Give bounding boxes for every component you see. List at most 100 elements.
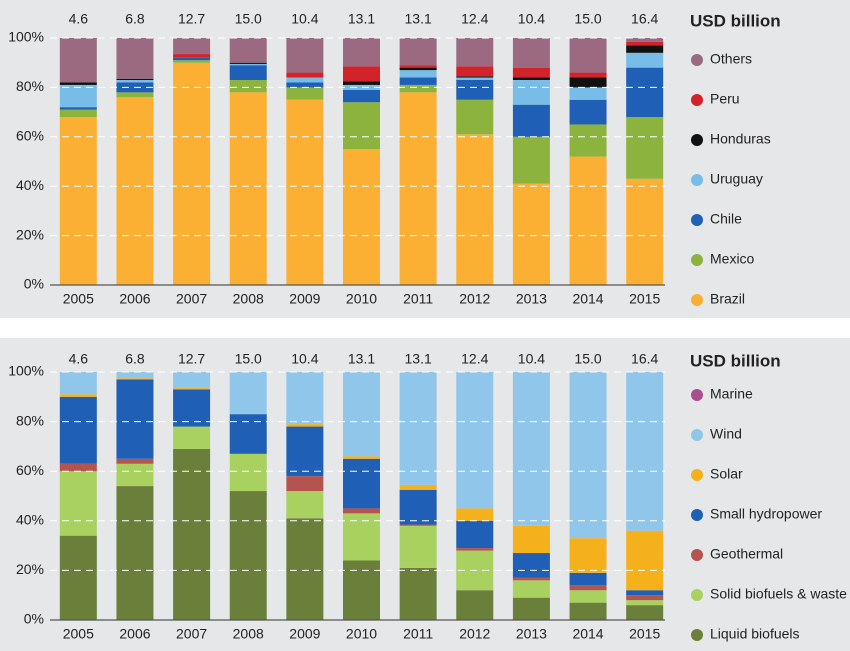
- legend-label: Wind: [710, 426, 742, 442]
- legend-label: Solar: [710, 466, 743, 482]
- bar-segment: [116, 79, 154, 83]
- bar-total-label: 6.8: [125, 351, 145, 367]
- legend-swatch: [691, 509, 703, 521]
- bar-segment: [343, 84, 380, 90]
- bar-segment: [626, 605, 664, 620]
- bar-segment: [569, 124, 607, 157]
- bar-segment: [569, 99, 607, 125]
- bar-segment: [626, 52, 664, 68]
- legend-label: Brazil: [710, 291, 745, 307]
- bar-total-label: 4.6: [69, 351, 89, 367]
- legend-swatch: [691, 294, 703, 306]
- bar-segment: [116, 463, 154, 487]
- bar-segment: [229, 372, 267, 415]
- bar-segment: [569, 590, 607, 603]
- bar-segment: [512, 553, 550, 578]
- legend-label: Uruguay: [710, 171, 763, 187]
- bar-total-label: 4.6: [69, 11, 89, 27]
- bar-segment: [512, 104, 550, 137]
- bar-segment: [569, 77, 607, 88]
- bar-segment: [512, 183, 550, 285]
- bar-segment: [626, 41, 664, 46]
- bar-segment: [399, 65, 437, 68]
- x-tick-label: 2005: [63, 291, 94, 307]
- x-tick-label: 2010: [346, 291, 377, 307]
- bar-total-label: 13.1: [405, 11, 432, 27]
- x-tick-label: 2006: [119, 291, 150, 307]
- bar-segment: [626, 38, 664, 42]
- bar-segment: [399, 524, 437, 526]
- bar-total-label: 15.0: [574, 351, 601, 367]
- legend-label: Chile: [710, 211, 742, 227]
- legend-swatch: [691, 214, 703, 226]
- bar-segment: [173, 372, 211, 389]
- legend-swatch: [691, 469, 703, 481]
- bar-segment: [456, 590, 494, 620]
- bar-segment: [59, 84, 97, 108]
- bar-segment: [456, 520, 494, 549]
- bar-segment: [399, 372, 437, 485]
- bar-segment: [116, 372, 154, 379]
- bar-total-label: 16.4: [631, 11, 658, 27]
- legend-label: Liquid biofuels: [710, 626, 800, 642]
- bar-segment: [399, 70, 437, 78]
- bar-total-label: 15.0: [574, 11, 601, 27]
- bar-segment: [116, 379, 154, 459]
- bar-segment: [456, 38, 494, 67]
- bar-segment: [569, 572, 607, 586]
- bar-segment: [512, 372, 550, 526]
- bar-total-label: 10.4: [518, 351, 545, 367]
- bar-segment: [626, 117, 664, 179]
- bar-segment: [286, 491, 324, 519]
- legend-swatch: [691, 254, 703, 266]
- bar-segment: [173, 57, 211, 61]
- bar-segment: [229, 62, 267, 64]
- y-tick-label: 100%: [8, 29, 44, 45]
- bar-segment: [569, 87, 607, 100]
- x-tick-label: 2012: [459, 626, 490, 642]
- bar-segment: [286, 82, 324, 88]
- bar-segment: [512, 136, 550, 184]
- bar-segment: [286, 38, 324, 73]
- bar-total-label: 10.4: [291, 11, 318, 27]
- x-tick-label: 2007: [176, 626, 207, 642]
- bar-segment: [286, 87, 324, 100]
- bar-segment: [456, 372, 494, 509]
- bar-segment: [59, 463, 97, 472]
- bar-segment: [286, 77, 324, 83]
- bar-total-label: 13.1: [348, 351, 375, 367]
- x-tick-label: 2010: [346, 626, 377, 642]
- bar-segment: [626, 530, 664, 591]
- bar-total-label: 16.4: [631, 351, 658, 367]
- legend-swatch: [691, 94, 703, 106]
- bar-segment: [569, 538, 607, 573]
- y-tick-label: 0%: [24, 611, 44, 627]
- x-tick-label: 2013: [516, 626, 547, 642]
- x-tick-label: 2009: [289, 626, 320, 642]
- bar-segment: [286, 99, 324, 285]
- bar-total-label: 15.0: [235, 351, 262, 367]
- bar-segment: [343, 508, 380, 514]
- bar-segment: [343, 372, 380, 457]
- x-tick-label: 2007: [176, 291, 207, 307]
- bar-segment: [173, 62, 211, 286]
- legend-label: Marine: [710, 386, 753, 402]
- bar-segment: [343, 513, 380, 561]
- bar-segment: [456, 76, 494, 78]
- bar-segment: [512, 79, 550, 105]
- bar-segment: [343, 102, 380, 150]
- bar-segment: [512, 67, 550, 78]
- legend-swatch: [691, 589, 703, 601]
- x-tick-label: 2013: [516, 291, 547, 307]
- bar-segment: [59, 109, 97, 118]
- bar-segment: [569, 38, 607, 73]
- bar-segment: [173, 388, 211, 390]
- bar-segment: [59, 396, 97, 464]
- bar-total-label: 12.4: [461, 351, 488, 367]
- bar-segment: [173, 389, 211, 427]
- bar-segment: [59, 38, 97, 83]
- bar-segment: [456, 508, 494, 521]
- bar-segment: [456, 66, 494, 77]
- bar-segment: [343, 89, 380, 103]
- x-tick-label: 2009: [289, 291, 320, 307]
